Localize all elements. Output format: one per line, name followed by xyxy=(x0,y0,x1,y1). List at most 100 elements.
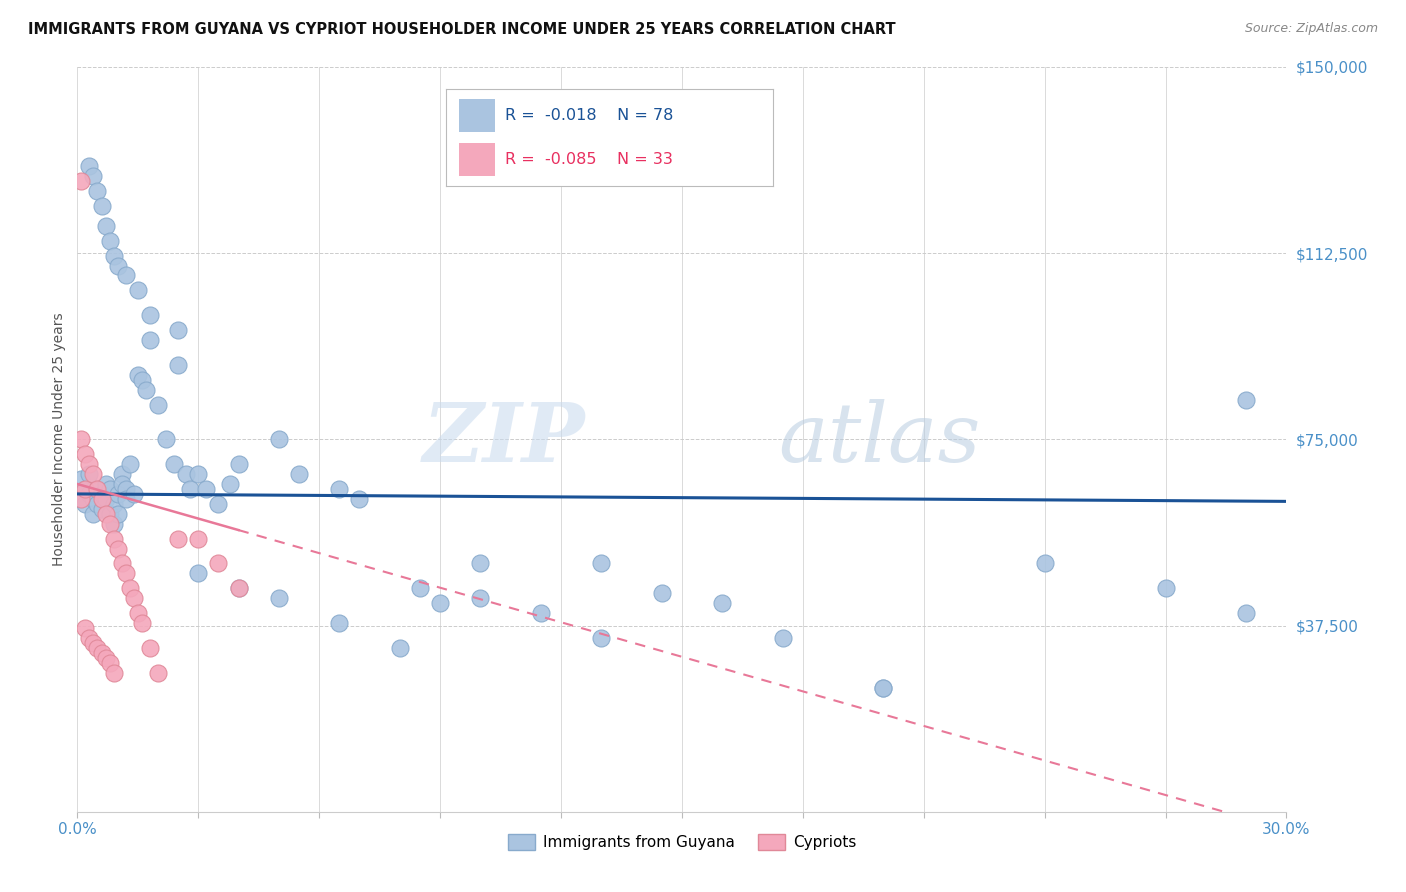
Point xyxy=(98,482,121,496)
Point xyxy=(70,174,93,188)
Point xyxy=(163,457,186,471)
Point xyxy=(70,433,93,447)
Point xyxy=(228,457,250,471)
Point xyxy=(90,501,112,516)
Point xyxy=(114,566,136,581)
Point xyxy=(711,596,734,610)
Point xyxy=(79,159,101,173)
Point xyxy=(90,487,112,501)
Point xyxy=(167,532,190,546)
Point xyxy=(86,640,108,655)
Point xyxy=(79,457,101,471)
Point xyxy=(103,532,125,546)
Point xyxy=(98,516,121,531)
Point xyxy=(228,582,250,596)
Point xyxy=(94,507,117,521)
Point xyxy=(872,681,894,695)
Point xyxy=(114,268,136,283)
Point xyxy=(103,249,125,263)
Point xyxy=(114,491,136,506)
Point xyxy=(90,491,112,506)
Point xyxy=(94,650,117,665)
Point xyxy=(187,467,209,481)
Point xyxy=(872,681,894,695)
Point xyxy=(82,491,104,506)
Point xyxy=(103,665,125,680)
Point xyxy=(122,591,145,606)
Point xyxy=(651,586,673,600)
Point xyxy=(135,383,157,397)
Point xyxy=(107,487,129,501)
Point xyxy=(1234,606,1257,620)
Point xyxy=(98,507,121,521)
Point xyxy=(207,497,229,511)
Point xyxy=(82,636,104,650)
Point xyxy=(187,566,209,581)
Point xyxy=(98,656,121,670)
Point xyxy=(118,582,141,596)
Point xyxy=(75,447,97,461)
Point xyxy=(131,373,153,387)
Point xyxy=(75,482,97,496)
Point xyxy=(86,184,108,198)
Point xyxy=(114,482,136,496)
Point xyxy=(429,596,451,610)
Point xyxy=(139,333,162,347)
Point xyxy=(94,491,117,506)
Point xyxy=(139,308,162,322)
Point xyxy=(118,457,141,471)
Text: atlas: atlas xyxy=(779,400,981,479)
Text: ZIP: ZIP xyxy=(423,400,585,479)
Point xyxy=(167,323,190,337)
Point xyxy=(79,631,101,645)
Point xyxy=(94,477,117,491)
Point xyxy=(146,398,169,412)
Point xyxy=(131,615,153,630)
Point xyxy=(288,467,311,481)
Point xyxy=(591,631,613,645)
Point xyxy=(591,557,613,571)
Point xyxy=(349,491,371,506)
Point xyxy=(127,284,149,298)
Point xyxy=(70,491,93,506)
Point xyxy=(70,472,93,486)
Point xyxy=(86,482,108,496)
Point xyxy=(90,646,112,660)
Point xyxy=(82,169,104,183)
Point xyxy=(267,591,290,606)
Point xyxy=(127,606,149,620)
Point xyxy=(111,467,134,481)
Point xyxy=(75,482,97,496)
Point xyxy=(111,557,134,571)
Point xyxy=(1033,557,1056,571)
Point xyxy=(86,497,108,511)
Point xyxy=(75,497,97,511)
Point xyxy=(107,507,129,521)
Point xyxy=(86,482,108,496)
Point xyxy=(90,199,112,213)
Point xyxy=(75,621,97,635)
Point xyxy=(530,606,553,620)
Point xyxy=(267,433,290,447)
Point xyxy=(70,491,93,506)
Point xyxy=(772,631,794,645)
Point xyxy=(146,665,169,680)
Point xyxy=(195,482,218,496)
Point xyxy=(127,368,149,382)
Point xyxy=(82,467,104,481)
Point xyxy=(107,541,129,556)
Point xyxy=(219,477,242,491)
Point xyxy=(139,640,162,655)
Point xyxy=(388,640,411,655)
Point xyxy=(98,234,121,248)
Point xyxy=(328,615,350,630)
Point xyxy=(79,467,101,481)
Point xyxy=(155,433,177,447)
Point xyxy=(1154,582,1177,596)
Point xyxy=(122,487,145,501)
Point xyxy=(103,516,125,531)
Point xyxy=(79,487,101,501)
Point xyxy=(228,582,250,596)
Point xyxy=(1234,392,1257,407)
Y-axis label: Householder Income Under 25 years: Householder Income Under 25 years xyxy=(52,312,66,566)
